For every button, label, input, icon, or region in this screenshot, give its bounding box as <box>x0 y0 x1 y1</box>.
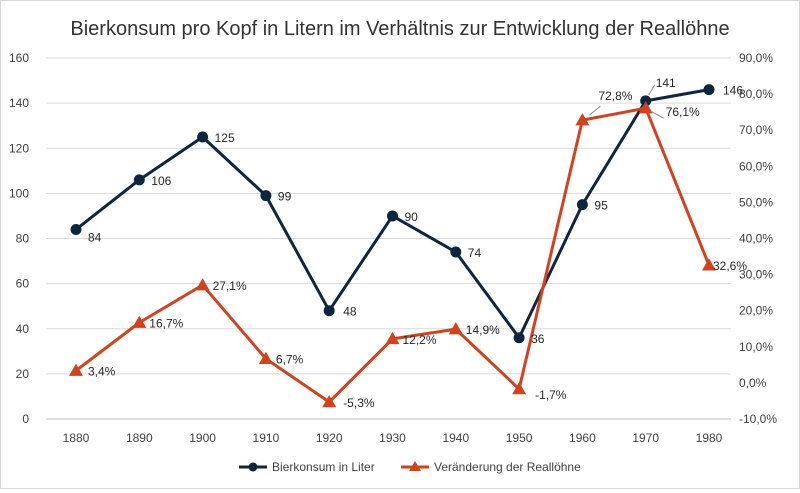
y-right-tick-label: 40,0% <box>739 232 773 246</box>
data-label: 72,8% <box>598 89 632 103</box>
data-label: 16,7% <box>149 317 183 331</box>
data-label: 36 <box>531 332 545 346</box>
data-label: 125 <box>215 131 235 145</box>
x-tick-label: 1960 <box>569 431 596 445</box>
data-labels: 84 106 125 99 48 90 74 36 95 141 146 3,4% 16,7% 27,1%… <box>88 76 747 410</box>
y-right-tick-label: 10,0% <box>739 340 773 354</box>
data-point-wages <box>638 101 653 114</box>
x-tick-label: 1920 <box>316 431 343 445</box>
y-right-tick-label: 60,0% <box>739 159 773 173</box>
data-point-beer <box>576 199 588 211</box>
x-tick-label: 1940 <box>442 431 469 445</box>
data-point-wages <box>512 382 527 395</box>
data-label: 141 <box>656 76 676 90</box>
data-point-beer <box>513 332 525 344</box>
y-right-tick-label: 50,0% <box>739 195 773 209</box>
data-point-wages <box>322 395 337 408</box>
data-point-beer <box>133 174 145 186</box>
chart-title: Bierkonsum pro Kopf in Litern im Verhält… <box>70 18 729 40</box>
series-layer <box>69 84 716 408</box>
legend: Bierkonsum in Liter Veränderung der Reall… <box>239 460 581 474</box>
leader-line <box>650 110 664 119</box>
axes: 0 20 40 60 80 100 120 140 160 -10,0% 0,0% 10,0% 20,0… <box>9 51 777 445</box>
x-tick-label: 1980 <box>696 431 723 445</box>
data-label: 48 <box>343 305 357 319</box>
data-point-beer <box>323 305 335 317</box>
data-point-beer <box>387 210 398 222</box>
data-label: 90 <box>405 210 419 224</box>
data-label: 6,7% <box>276 353 304 367</box>
y-right-tick-label: 20,0% <box>739 304 773 318</box>
data-label: 32,6% <box>713 259 747 273</box>
data-label: 99 <box>278 190 292 204</box>
y-right-tick-label: 30,0% <box>739 268 773 282</box>
y-left-tick-label: 0 <box>22 412 29 426</box>
data-point-beer <box>450 246 462 258</box>
x-tick-label: 1910 <box>253 431 280 445</box>
data-label: 106 <box>151 174 171 188</box>
data-label: -5,3% <box>343 396 375 410</box>
y-left-tick-label: 40 <box>16 322 30 336</box>
y-left-tick-label: 100 <box>9 186 29 200</box>
x-tick-label: 1890 <box>126 431 153 445</box>
x-tick-label: 1970 <box>632 431 659 445</box>
data-point-wages <box>385 331 400 345</box>
data-point-wages <box>448 322 463 335</box>
data-label: 27,1% <box>213 279 247 293</box>
gridlines <box>46 57 731 420</box>
data-point-wages <box>195 278 210 291</box>
y-left-tick-label: 160 <box>9 51 29 65</box>
data-label: 14,9% <box>466 323 500 337</box>
data-point-beer <box>197 131 209 143</box>
y-left-tick-label: 80 <box>16 232 30 246</box>
data-point-beer <box>640 95 652 107</box>
x-tick-label: 1950 <box>506 431 533 445</box>
data-point-beer <box>70 223 82 235</box>
y-right-tick-label: 0,0% <box>739 376 767 390</box>
leader-line <box>589 105 601 116</box>
y-left-tick-label: 120 <box>9 141 29 155</box>
data-label: 3,4% <box>88 365 116 379</box>
data-point-wages <box>69 363 83 376</box>
data-point-wages <box>575 113 590 126</box>
legend-marker <box>409 461 421 471</box>
data-label: 84 <box>88 230 102 244</box>
data-label: 95 <box>594 199 608 213</box>
data-label: 74 <box>468 246 482 260</box>
y-left-tick-label: 20 <box>16 367 30 381</box>
y-right-tick-label: 90,0% <box>739 51 773 65</box>
data-point-beer <box>260 190 272 202</box>
legend-label: Veränderung der Reallöhne <box>434 460 581 474</box>
y-left-tick-label: 60 <box>16 277 30 291</box>
x-tick-label: 1900 <box>189 431 216 445</box>
data-label: 76,1% <box>666 105 700 119</box>
legend-label: Bierkonsum in Liter <box>272 460 375 474</box>
y-right-tick-label: -10,0% <box>739 412 777 426</box>
leader-line <box>648 84 656 96</box>
y-right-tick-label: 70,0% <box>739 123 773 137</box>
legend-marker <box>248 462 258 472</box>
x-tick-label: 1880 <box>63 431 90 445</box>
y-right-tick-label: 80,0% <box>739 87 773 101</box>
data-point-wages <box>702 258 716 271</box>
data-label: 12,2% <box>403 333 437 347</box>
data-label: -1,7% <box>535 388 567 402</box>
data-point-beer <box>703 84 715 96</box>
x-tick-label: 1930 <box>379 431 406 445</box>
y-left-tick-label: 140 <box>9 96 29 110</box>
data-label: 146 <box>723 84 743 98</box>
data-point-wages <box>132 315 147 328</box>
data-point-wages <box>258 351 273 364</box>
